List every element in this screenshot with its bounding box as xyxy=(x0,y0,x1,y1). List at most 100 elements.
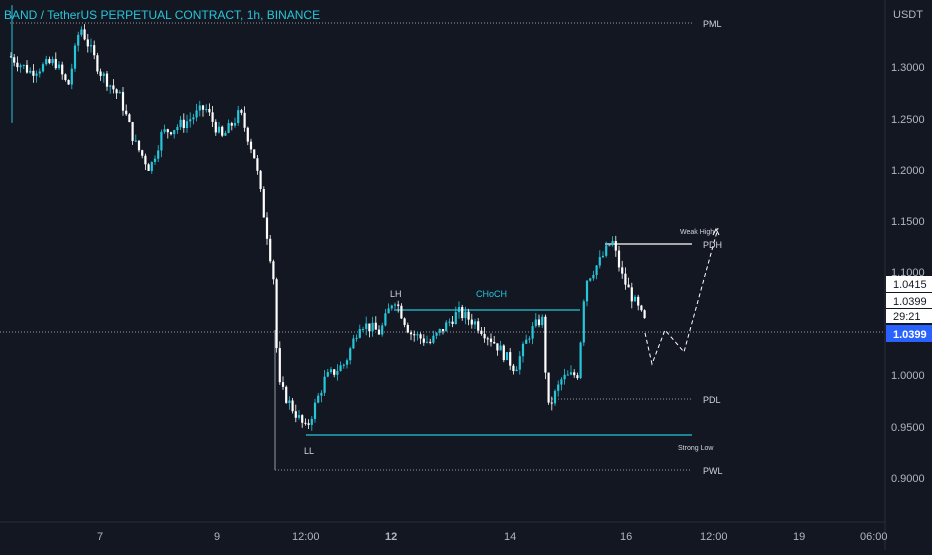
candle-body xyxy=(339,365,342,372)
candle-body xyxy=(614,240,617,251)
time-axis[interactable]: 7 9 12:00 12 14 16 12:00 19 06:00 xyxy=(97,531,888,543)
candle-body xyxy=(109,85,112,87)
candle-body xyxy=(406,324,409,333)
candle-body xyxy=(61,64,64,75)
candle-body xyxy=(93,45,96,56)
candle-body xyxy=(611,240,614,246)
candle-body xyxy=(45,59,48,65)
price-tick: 0.9000 xyxy=(891,473,925,485)
candle-body xyxy=(304,422,307,424)
candle-body xyxy=(121,92,125,111)
time-tick: 14 xyxy=(504,531,516,543)
candle-body xyxy=(192,117,195,120)
candle-body xyxy=(461,307,464,319)
candle-body xyxy=(307,423,310,425)
candle-body xyxy=(598,257,601,266)
high-tag-bg xyxy=(886,276,932,292)
candle-body xyxy=(422,338,425,343)
candle-body xyxy=(365,323,368,330)
candle-body xyxy=(310,418,313,425)
weak-high-caret xyxy=(712,227,720,236)
candle-body xyxy=(361,329,365,331)
candle-body xyxy=(493,341,496,344)
candle-body xyxy=(547,372,550,403)
candle-body xyxy=(537,319,541,326)
candle-body xyxy=(480,330,483,334)
pdl-label: PDL xyxy=(703,395,721,405)
candle-body xyxy=(521,343,525,357)
candle-body xyxy=(80,29,83,35)
candle-body xyxy=(230,123,233,126)
time-tick: 12:00 xyxy=(292,531,320,543)
candle-body xyxy=(621,267,624,274)
candle-body xyxy=(358,329,361,338)
candle-body xyxy=(163,129,166,132)
candle-body xyxy=(83,29,86,40)
candle-body xyxy=(441,328,445,332)
candle-body xyxy=(438,328,441,333)
candle-body xyxy=(582,301,585,343)
candle-body xyxy=(118,92,121,94)
levels xyxy=(0,22,885,471)
candle-body xyxy=(323,376,326,393)
candle-body xyxy=(457,307,461,313)
candle-body xyxy=(589,278,592,281)
time-tick: 7 xyxy=(97,531,103,543)
candle-body xyxy=(201,105,205,110)
candle-body xyxy=(227,123,230,134)
candle-body xyxy=(320,392,323,396)
pdh-label: PDH xyxy=(703,240,722,250)
candle-body xyxy=(409,332,413,335)
current-price-tag: 1.0399 xyxy=(893,329,927,341)
candle-body xyxy=(189,119,192,122)
candle-body xyxy=(173,130,176,135)
candle-body xyxy=(403,318,406,325)
candle-body xyxy=(297,415,301,418)
candle-body xyxy=(221,126,224,136)
candle-body xyxy=(467,311,470,320)
symbol-title[interactable]: BAND / TetherUS PERPETUAL CONTRACT, 1h, … xyxy=(4,8,320,22)
candle-body xyxy=(387,308,390,314)
candle-body xyxy=(550,402,553,404)
candle-body xyxy=(38,71,41,74)
currency-label: USDT xyxy=(893,9,923,21)
candle-body xyxy=(96,55,99,72)
candle-body xyxy=(246,127,249,142)
candle-body xyxy=(336,371,339,375)
pwl-label: PWL xyxy=(703,466,723,476)
choch-label: CHoCH xyxy=(476,289,507,299)
candle-body xyxy=(131,122,134,142)
candle-body xyxy=(553,390,557,404)
candle-body xyxy=(345,360,349,365)
candle-body xyxy=(601,255,605,258)
candle-body xyxy=(86,39,89,47)
price-axis[interactable]: USDT 1.3000 1.2500 1.2000 1.1500 1.1000 … xyxy=(886,9,932,485)
candle-body xyxy=(499,345,502,351)
candle-body xyxy=(249,141,253,150)
candle-body xyxy=(627,284,630,288)
candle-body xyxy=(349,348,352,361)
time-tick: 19 xyxy=(793,531,805,543)
candle-body xyxy=(182,119,185,129)
candle-body xyxy=(150,161,153,171)
candle-body xyxy=(153,158,157,162)
candle-body xyxy=(134,140,137,142)
candle-body xyxy=(253,149,256,159)
candle-body xyxy=(368,323,371,332)
candle-body xyxy=(435,332,438,336)
candle-body xyxy=(432,335,435,343)
candle-body xyxy=(352,338,355,349)
candle-body xyxy=(217,126,221,133)
candle-body xyxy=(445,322,448,332)
candle-body xyxy=(54,59,57,69)
candle-body xyxy=(105,73,109,87)
candle-body xyxy=(483,333,486,339)
candle-body xyxy=(19,65,22,68)
candle-body xyxy=(525,339,528,344)
candle-body xyxy=(397,304,400,306)
candle-body xyxy=(381,325,384,335)
countdown-tag-bg xyxy=(886,309,932,323)
candle-body xyxy=(144,155,147,165)
candle-body xyxy=(566,374,569,376)
